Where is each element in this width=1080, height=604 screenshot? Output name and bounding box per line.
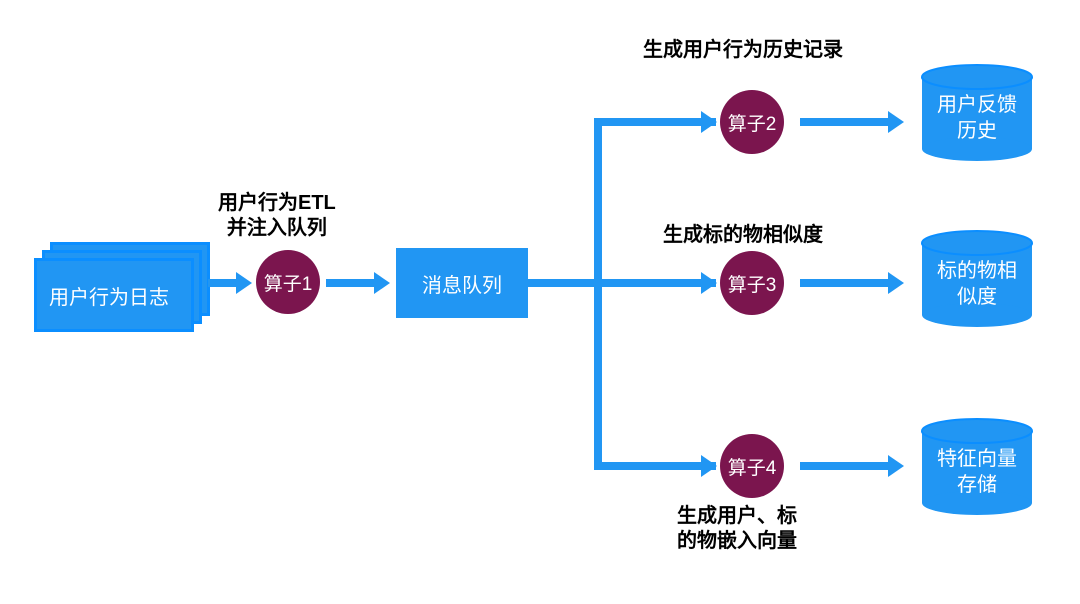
node-op2: 算子2 [720, 90, 784, 154]
arrow-op4-to-db [800, 459, 904, 473]
arrow-op1-to-mq [326, 276, 390, 290]
branch-connector [528, 100, 720, 480]
mq-label: 消息队列 [422, 269, 502, 298]
op3-label: 算子3 [728, 270, 777, 297]
arrow-op2-to-db [800, 115, 904, 129]
op2-caption: 生成用户行为历史记录 [643, 38, 843, 63]
db-feedback-label: 用户反馈 历史 [920, 64, 1034, 144]
arrow-log-to-op1 [208, 276, 252, 290]
node-db-feedback: 用户反馈 历史 [920, 64, 1034, 162]
log-card-front: 用户行为日志 [34, 258, 194, 332]
db-similarity-label: 标的物相 似度 [920, 230, 1034, 310]
node-db-vectors: 特征向量 存储 [920, 418, 1034, 516]
diagram-canvas: 用户行为日志 算子1 用户行为ETL 并注入队列 消息队列 [0, 0, 1080, 604]
op4-label: 算子4 [728, 453, 777, 480]
node-message-queue: 消息队列 [396, 248, 528, 318]
node-op3: 算子3 [720, 251, 784, 315]
op4-caption: 生成用户、标 的物嵌入向量 [677, 504, 797, 554]
node-db-similarity: 标的物相 似度 [920, 230, 1034, 328]
db-vectors-label: 特征向量 存储 [920, 418, 1034, 498]
op1-caption: 用户行为ETL 并注入队列 [218, 191, 336, 241]
log-label: 用户行为日志 [49, 281, 169, 310]
op2-label: 算子2 [728, 109, 777, 136]
op1-label: 算子1 [264, 269, 313, 296]
arrow-op3-to-db [800, 276, 904, 290]
node-op1: 算子1 [256, 250, 320, 314]
node-op4: 算子4 [720, 434, 784, 498]
op3-caption: 生成标的物相似度 [663, 223, 823, 248]
node-log-stack: 用户行为日志 [34, 242, 204, 330]
